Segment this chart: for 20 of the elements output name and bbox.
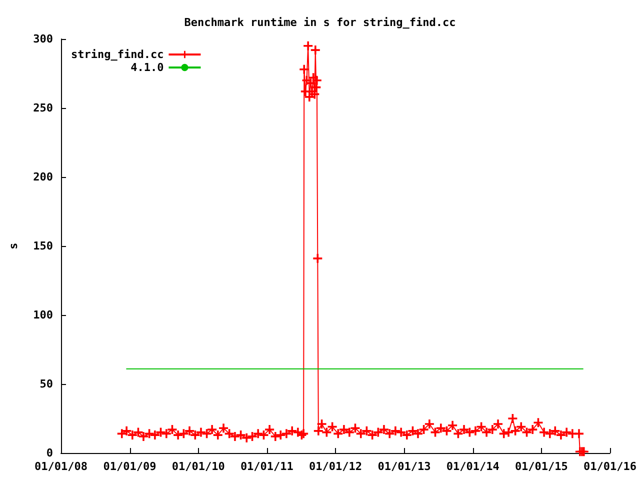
x-tick-label: 01/01/16 (584, 460, 637, 473)
y-tick-label: 200 (33, 170, 53, 184)
y-axis-title: s (7, 242, 20, 250)
chart-title: Benchmark runtime in s for string_find.cc (184, 16, 456, 29)
y-tick-label: 300 (33, 32, 53, 46)
y-tick-label: 0 (46, 446, 53, 460)
legend-label: 4.1.0 (130, 61, 164, 74)
legend-label: string_find.cc (70, 48, 164, 61)
y-tick-label: 50 (40, 378, 53, 390)
x-tick-label: 01/01/08 (34, 460, 88, 473)
x-tick-label: 01/01/13 (378, 460, 431, 473)
x-tick-label: 01/01/12 (309, 460, 362, 473)
x-tick-label: 01/01/09 (103, 460, 156, 473)
x-tick-label: 01/01/11 (240, 460, 294, 473)
x-tick-label: 01/01/10 (172, 460, 225, 473)
x-tick-label: 01/01/15 (514, 460, 568, 473)
y-tick-label: 100 (33, 308, 53, 322)
y-tick-label: 150 (33, 240, 53, 252)
x-tick-label: 01/01/14 (446, 460, 500, 473)
y-tick-label: 250 (33, 102, 53, 114)
